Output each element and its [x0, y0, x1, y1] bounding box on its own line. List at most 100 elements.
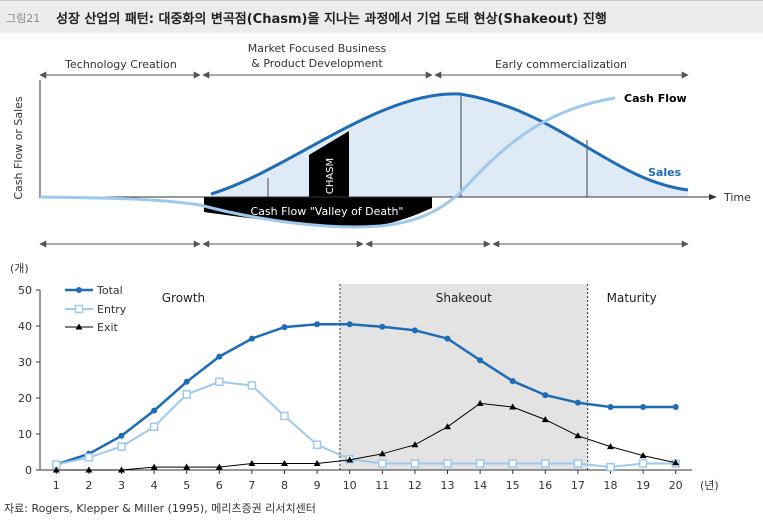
series-exit-point: [607, 443, 614, 450]
source-note: 자료: Rogers, Klepper & Miller (1995), 메리츠…: [4, 502, 316, 515]
sales-curve: [210, 92, 689, 196]
x-tick-label: 4: [151, 479, 158, 492]
chasm-block: [309, 131, 349, 197]
series-entry-point: [247, 381, 257, 390]
series-total-point: [314, 321, 321, 328]
series-exit-point: [541, 416, 549, 423]
sales-label: Sales: [648, 166, 682, 179]
series-entry-point: [475, 459, 485, 468]
series-exit-point: [346, 456, 354, 463]
x-tick-label: 17: [571, 479, 585, 492]
series-exit-point: [183, 463, 191, 470]
x-tick-label: 15: [506, 479, 520, 492]
series-exit-point: [444, 423, 451, 430]
series-total-point: [151, 407, 158, 414]
series-total-point: [346, 321, 353, 328]
series-total-point: [542, 392, 549, 399]
region-label-maturity: Maturity: [607, 291, 657, 305]
x-tick-label: 1: [53, 479, 60, 492]
x-tick-label: 20: [669, 479, 683, 492]
y-tick-label: 40: [18, 320, 32, 333]
legend-exit-marker: [75, 323, 83, 330]
series-total-point: [444, 335, 451, 342]
series-exit-point: [150, 463, 158, 470]
x-tick-label: 9: [314, 479, 321, 492]
series-entry-point: [638, 459, 648, 468]
region-label-growth: Growth: [162, 291, 205, 305]
chasm-label: CHASM: [325, 158, 336, 194]
phase-label-market-focused-2: & Product Development: [251, 57, 383, 70]
series-total-point: [672, 404, 679, 410]
x-tick-label: 6: [216, 479, 223, 492]
series-exit-point: [118, 466, 125, 473]
y-tick-label: 10: [18, 428, 32, 441]
x-tick-label: 18: [604, 479, 618, 492]
x-tick-label: 10: [343, 479, 357, 492]
series-exit-line: [56, 402, 676, 471]
x-unit-label: (년): [700, 479, 719, 492]
series-total-point: [411, 327, 418, 334]
x-tick-label: 14: [473, 479, 487, 492]
series-exit-point: [281, 460, 288, 467]
shakeout-region: [339, 284, 588, 470]
series-entry-point: [378, 459, 387, 468]
legend-entry-marker: [74, 304, 84, 314]
phase-label-technology-creation: Technology Creation: [64, 58, 177, 71]
x-tick-label: 12: [408, 479, 422, 492]
x-tick-label: 2: [85, 479, 92, 492]
series-exit-point: [215, 463, 223, 470]
phase-label-market-focused-1: Market Focused Business: [248, 42, 387, 55]
series-entry-point: [541, 459, 550, 468]
series-entry-point: [215, 377, 224, 387]
valley-of-death: [204, 197, 432, 228]
x-tick-label: 8: [281, 479, 288, 492]
series-entry-point: [573, 459, 583, 468]
legend-exit-label: Exit: [97, 321, 119, 334]
figure-title: 성장 산업의 패턴: 대중화의 변곡점(Chasm)을 지나는 과정에서 기업 …: [56, 12, 607, 27]
series-exit-point: [639, 452, 647, 459]
series-total-point: [509, 378, 516, 385]
series-entry-point: [280, 411, 289, 421]
legend-entry-label: Entry: [97, 303, 127, 316]
y-tick-label: 0: [25, 464, 32, 477]
diagram-y-label: Cash Flow or Sales: [12, 96, 25, 200]
series-exit-point: [509, 403, 517, 410]
x-tick-label: 19: [636, 479, 650, 492]
x-tick-label: 13: [441, 479, 455, 492]
series-total-point: [216, 353, 223, 360]
series-exit-point: [248, 460, 256, 467]
series-entry-point: [443, 459, 452, 468]
chart-legend: Total Entry Exit: [65, 284, 127, 334]
series-entry-point: [84, 453, 94, 462]
series-entry-line: [56, 380, 676, 469]
series-exit-point: [574, 432, 582, 439]
figure-number: 그림21: [6, 12, 41, 25]
series-exit-point: [411, 441, 419, 448]
x-tick-label: 16: [538, 479, 552, 492]
series-total-line: [55, 322, 676, 466]
series-exit-point: [52, 466, 60, 473]
series-exit-point: [672, 459, 680, 466]
phase-label-early-commercialization: Early commercialization: [495, 58, 627, 71]
chasm-diagram: Technology Creation Market Focused Busin…: [12, 42, 751, 248]
series-exit-point: [85, 466, 93, 473]
series-entry-point: [117, 442, 126, 451]
x-tick-label: 7: [248, 479, 255, 492]
x-tick-label: 3: [118, 479, 125, 492]
series-total-point: [477, 357, 484, 364]
series-exit-point: [313, 460, 321, 467]
series-exit-point: [378, 450, 386, 457]
series-total-point: [248, 335, 255, 342]
series-total-point: [607, 404, 614, 410]
series-total-point: [281, 324, 288, 331]
series-entry-point: [606, 462, 615, 472]
series-entry-point: [508, 459, 517, 468]
series-total-point: [574, 399, 581, 406]
series-exit-point: [476, 399, 484, 406]
cash-flow-label: Cash Flow: [624, 92, 687, 105]
cash-flow-curve: [39, 96, 616, 229]
series-total-point: [118, 432, 125, 439]
sales-area-fill: [211, 93, 688, 197]
